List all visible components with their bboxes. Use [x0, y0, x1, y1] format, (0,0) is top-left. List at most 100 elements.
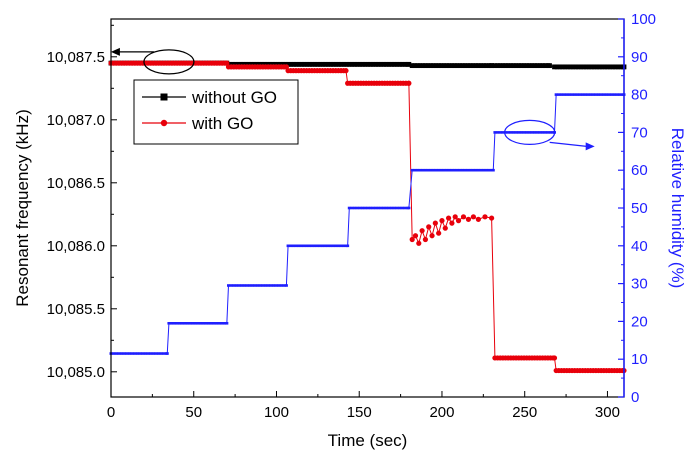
point-1-122 — [429, 233, 435, 239]
x-tick-label-1: 50 — [185, 404, 202, 421]
point-0-95 — [360, 61, 365, 67]
point-0-69 — [291, 61, 297, 67]
point-0-74 — [304, 61, 310, 67]
point-0-68 — [288, 61, 294, 67]
point-0-61 — [270, 61, 275, 67]
y-right-tick-label-0: 0 — [631, 389, 639, 406]
annotation-arrow-1 — [549, 141, 587, 147]
y-right-tick-label-10: 100 — [631, 11, 656, 28]
point-0-169 — [554, 64, 560, 70]
point-0-75 — [307, 61, 312, 67]
point-0-82 — [325, 61, 331, 67]
legend-marker-with-go — [160, 119, 168, 127]
point-0-152 — [508, 63, 514, 69]
point-1-134 — [475, 216, 481, 222]
point-0-46 — [230, 61, 236, 67]
point-0-62 — [272, 61, 278, 67]
point-0-96 — [362, 61, 368, 67]
point-0-77 — [312, 61, 318, 67]
point-0-72 — [299, 61, 305, 67]
point-0-183 — [591, 64, 597, 70]
point-0-86 — [336, 61, 342, 67]
point-0-73 — [301, 61, 307, 67]
point-0-71 — [296, 61, 302, 67]
point-0-101 — [376, 61, 381, 67]
x-tick-label-3: 150 — [347, 404, 372, 421]
point-0-141 — [481, 63, 487, 69]
point-0-123 — [433, 63, 439, 69]
point-0-83 — [328, 61, 334, 67]
point-0-126 — [441, 63, 447, 69]
point-1-125 — [439, 218, 445, 224]
point-0-160 — [529, 63, 535, 69]
y-left-tick-label-2: 10,086.0 — [47, 238, 105, 255]
point-1-124 — [436, 230, 442, 236]
point-1-132 — [465, 216, 472, 222]
point-0-128 — [446, 63, 452, 69]
point-0-107 — [391, 61, 397, 67]
point-0-175 — [570, 64, 576, 70]
point-0-81 — [323, 61, 328, 67]
point-0-187 — [602, 64, 608, 70]
point-0-142 — [483, 63, 489, 69]
x-tick-label-6: 300 — [595, 404, 620, 421]
point-0-192 — [615, 64, 621, 70]
x-tick-label-0: 0 — [107, 404, 115, 421]
point-0-171 — [560, 64, 565, 70]
point-0-193 — [618, 64, 624, 70]
point-0-79 — [317, 61, 323, 67]
point-0-162 — [534, 63, 540, 69]
point-0-63 — [275, 61, 281, 67]
x-axis-label: Time (sec) — [328, 431, 408, 450]
point-0-184 — [594, 64, 600, 70]
point-1-127 — [445, 215, 452, 221]
point-0-84 — [331, 61, 336, 67]
x-tick-label-5: 250 — [512, 404, 537, 421]
y-left-tick-label-1: 10,085.5 — [47, 301, 105, 318]
point-0-116 — [415, 63, 420, 69]
point-0-47 — [233, 61, 238, 67]
legend-label-with-go: with GO — [191, 114, 253, 133]
point-0-89 — [344, 61, 350, 67]
y-left-tick-label-4: 10,087.0 — [47, 112, 105, 129]
point-0-55 — [254, 61, 260, 67]
y-left-tick-label-0: 10,085.0 — [47, 364, 105, 381]
point-0-176 — [573, 64, 579, 70]
point-0-186 — [599, 64, 605, 70]
point-0-163 — [537, 63, 543, 69]
point-0-105 — [386, 61, 392, 67]
point-0-54 — [251, 61, 257, 67]
point-0-106 — [389, 61, 395, 67]
point-0-148 — [497, 63, 503, 69]
point-0-58 — [262, 61, 267, 67]
point-1-160 — [551, 355, 558, 361]
point-0-154 — [513, 63, 519, 69]
point-0-129 — [449, 63, 455, 69]
point-1-123 — [432, 220, 438, 226]
point-0-137 — [470, 63, 476, 69]
point-0-108 — [394, 61, 400, 67]
point-0-178 — [578, 64, 584, 70]
point-0-56 — [256, 61, 262, 67]
point-1-131 — [460, 214, 467, 220]
point-0-49 — [238, 61, 244, 67]
point-0-189 — [607, 64, 613, 70]
point-1-128 — [449, 220, 455, 226]
point-0-122 — [430, 63, 436, 69]
point-0-119 — [423, 63, 428, 69]
point-0-127 — [444, 63, 450, 69]
legend: without GO with GO — [133, 79, 299, 145]
point-0-172 — [562, 64, 568, 70]
point-0-181 — [586, 64, 592, 70]
y-right-tick-label-2: 20 — [631, 313, 648, 330]
point-0-131 — [454, 63, 460, 69]
point-0-113 — [406, 61, 412, 67]
point-0-51 — [243, 61, 249, 67]
annotation-arrowhead-0 — [110, 47, 120, 56]
point-0-188 — [605, 64, 610, 70]
point-0-157 — [521, 63, 527, 69]
point-0-182 — [589, 64, 594, 70]
point-0-149 — [500, 63, 506, 69]
point-0-109 — [397, 61, 403, 67]
